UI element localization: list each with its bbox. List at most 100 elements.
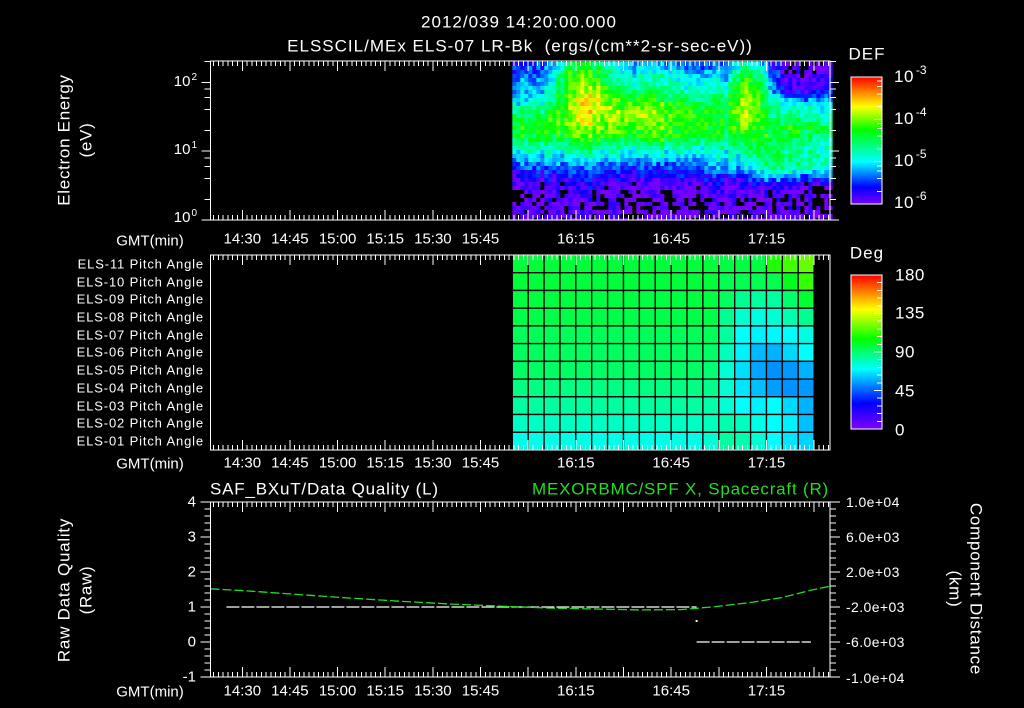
spectrogram-cell [640,170,645,174]
colorbar-band [851,421,882,423]
spectrogram-cell [672,106,677,110]
spectrogram-cell [552,166,557,170]
colorbar-band [851,275,882,277]
spectrogram-cell [808,186,813,190]
spectrogram-cell [756,186,761,190]
spectrogram-cell [668,186,673,190]
spectrogram-cell [668,106,673,110]
spectrogram-cell [640,66,645,70]
spectrogram-cell [688,146,693,150]
spectrogram-cell [524,178,529,182]
pitch-angle-cell [591,378,609,398]
gmt-tick-label: 15:00 [318,682,357,700]
spectrogram-cell [764,158,769,162]
spectrogram-cell [616,94,621,98]
spectrogram-cell [732,154,737,158]
spectrogram-cell [624,214,629,218]
spectrogram-cell [808,78,813,82]
colorbar-band [851,404,882,406]
spectrogram-cell [608,138,613,142]
spectrogram-cell [564,210,569,214]
spectrogram-cell [696,118,701,122]
spectrogram-cell [752,82,757,86]
pitch-row-label: ELS-05 Pitch Angle [76,362,204,378]
spectrogram-cell [612,146,617,150]
spectrogram-cell [648,174,653,178]
spectrogram-cell [740,110,745,114]
spectrogram-cell [716,110,721,114]
spectrogram-cell [612,82,617,86]
colorbar-band [851,366,882,368]
spectrogram-cell [700,90,705,94]
spectrogram-cell [640,122,645,126]
spectrogram-cell [636,150,641,154]
spectrogram-cell [764,134,769,138]
spectrogram-cell [544,174,549,178]
spectrogram-cell [616,114,621,118]
spectrogram-cell [552,114,557,118]
spectrogram-cell [764,142,769,146]
pitch-angle-cell [670,325,688,345]
spectrogram-cell [576,86,581,90]
colorbar-band [851,375,882,377]
spectrogram-cell [528,178,533,182]
spectrogram-cell [780,122,785,126]
spectrogram-cell [696,198,701,202]
spectrogram-cell [648,166,653,170]
spectrogram-cell [672,198,677,202]
spectrogram-cell [792,202,797,206]
pitch-angle-cell [527,342,545,362]
spectrogram-cell [748,166,753,170]
spectrogram-cell [688,94,693,98]
spectrogram-cell [756,210,761,214]
spectrogram-cell [544,122,549,126]
spectrogram-cell [592,162,597,166]
spectrogram-cell [668,178,673,182]
line-xlabel: GMT(min) [116,683,184,701]
spectrogram-cell [600,206,605,210]
spectrogram-cell [684,98,689,102]
spectrogram-cell [652,198,657,202]
spectrogram-cell [552,142,557,146]
spectrogram-cell [656,210,661,214]
spectrogram-cell [820,158,825,162]
spectrogram-cell [520,198,525,202]
spectrogram-cell [816,70,821,74]
spectrogram-cell [516,150,521,154]
spectrogram-cell [708,142,713,146]
spectrogram-cell [688,170,693,174]
spectrogram-cell [656,134,661,138]
spectrogram-cell [784,218,789,220]
pitch-angle-cell [797,325,815,345]
spectrogram-cell [544,78,549,82]
spectrogram-cell [788,198,793,202]
spectrogram-cell [628,146,633,150]
pitch-angle-cell [686,289,704,309]
spectrogram-cell [632,218,637,220]
spectrogram-cell [620,202,625,206]
spectrogram-cell [620,82,625,86]
spectrogram-cell [784,202,789,206]
spectrogram-cell [784,190,789,194]
pitch-angle-cell [686,272,704,292]
spectrogram-cell [568,98,573,102]
spectrogram-cell [544,70,549,74]
spectrogram-cell [800,122,805,126]
spectrogram-cell [776,150,781,154]
spectrogram-cell [800,206,805,210]
spectrogram-cell [548,130,553,134]
colorbar-band [851,150,882,152]
spectrogram-cell [808,102,813,106]
spectrogram-cell [744,98,749,102]
spectrogram-cell [528,90,533,94]
spectrogram-cell [584,110,589,114]
spectrogram-cell [536,214,541,218]
spectrogram-cell [548,74,553,78]
spectrogram-cell [564,206,569,210]
spectrogram-cell [704,62,709,66]
spectrogram-cell [548,174,553,178]
pitch-angle-cell [781,342,799,362]
colorbar-band [851,328,882,330]
spectrogram-cell [788,210,793,214]
spectrogram-cell [540,118,545,122]
